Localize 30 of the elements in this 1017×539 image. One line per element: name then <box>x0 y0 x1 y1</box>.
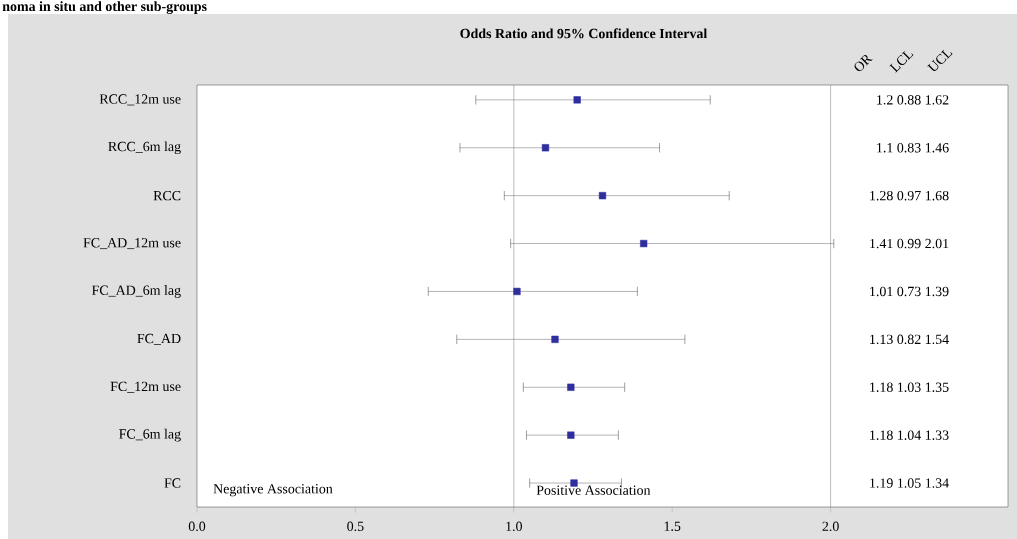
annotation: 1.2 0.88 1.62 <box>877 95 949 105</box>
annotation: 1.1 0.83 1.46 <box>877 143 949 153</box>
y-tick-label: RCC <box>153 190 181 201</box>
annotation: 1.18 1.03 1.35 <box>870 382 949 392</box>
annotation: Positive Association <box>536 485 651 495</box>
y-tick-label: FC <box>164 478 181 488</box>
y-tick-label: FC_AD <box>137 333 181 345</box>
annotation: 1.13 0.82 1.54 <box>870 334 949 345</box>
x-tick-label: 2.0 <box>822 521 839 532</box>
y-tick-label: FC_AD_12m use <box>83 238 181 250</box>
y-tick-label: FC_12m use <box>110 381 181 393</box>
annotation: 1.19 1.05 1.34 <box>870 478 949 488</box>
y-tick-label: FC_AD_6m lag <box>91 285 181 298</box>
chart-title: Odds Ratio and 95% Confidence Interval <box>460 28 708 39</box>
x-tick-label: 0.5 <box>347 521 364 532</box>
x-tick-label: 1.0 <box>506 521 522 532</box>
text: noma in situ and other sub-groups <box>2 1 207 15</box>
text: UCL <box>927 49 953 71</box>
y-tick-label: FC_6m lag <box>119 428 181 442</box>
x-tick-label: 1.5 <box>664 521 681 531</box>
annotation: 1.41 0.99 2.01 <box>870 238 949 249</box>
annotation: 1.18 1.04 1.33 <box>870 430 949 440</box>
y-tick-label: RCC_6m lag <box>108 141 181 155</box>
annotation: 1.28 0.97 1.68 <box>870 190 949 201</box>
text: OR <box>854 54 873 72</box>
y-tick-label: RCC_12m use <box>99 94 181 106</box>
x-tick-label: 0.0 <box>188 521 206 532</box>
annotation: Negative Association <box>213 484 333 497</box>
text: LCL <box>889 50 914 73</box>
annotation: 1.01 0.73 1.39 <box>870 286 949 297</box>
